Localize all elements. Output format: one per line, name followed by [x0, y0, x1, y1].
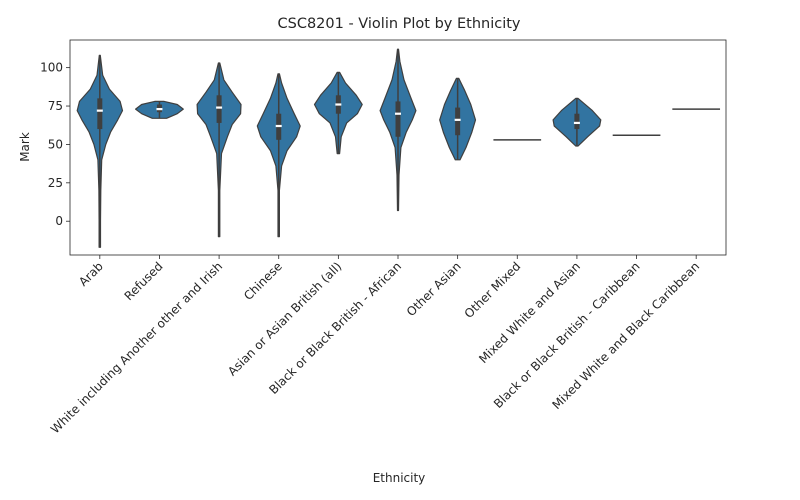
violin-iqr-box: [97, 98, 103, 130]
violin-group: [313, 71, 363, 155]
y-tick-label: 25: [48, 176, 63, 190]
chart-title: CSC8201 - Violin Plot by Ethnicity: [277, 16, 520, 32]
violin-iqr-box: [395, 101, 401, 137]
y-axis: 0 25 50 75 100: [40, 61, 70, 228]
x-tick-label: Chinese: [241, 259, 285, 303]
y-tick-label: 50: [48, 137, 63, 151]
x-tick-label: Other Mixed: [462, 259, 524, 321]
y-tick-label: 100: [40, 61, 63, 75]
x-tick-label: Refused: [122, 259, 166, 303]
violin-iqr-box: [574, 113, 580, 130]
y-axis-title: Mark: [18, 132, 32, 162]
y-tick-label: 75: [48, 99, 63, 113]
x-tick-label: Arab: [76, 259, 106, 289]
violin-group: [76, 54, 124, 248]
x-tick-label: Black or Black British - African: [266, 259, 404, 397]
x-axis-title: Ethnicity: [373, 471, 426, 485]
y-tick-label: 0: [55, 214, 63, 228]
violin-group: [379, 48, 417, 212]
violin-group: [552, 97, 602, 147]
violin-group: [439, 77, 477, 161]
violin-group: [196, 62, 242, 238]
x-tick-label: Asian or Asian British (all): [225, 259, 344, 378]
violin-iqr-box: [455, 107, 461, 136]
violin-iqr-box: [216, 95, 222, 123]
x-tick-label: Mixed White and Asian: [476, 259, 583, 366]
x-tick-label: Other Asian: [404, 259, 464, 319]
violin-group: [135, 100, 184, 119]
violin-group: [256, 73, 301, 238]
violins: [76, 48, 721, 248]
